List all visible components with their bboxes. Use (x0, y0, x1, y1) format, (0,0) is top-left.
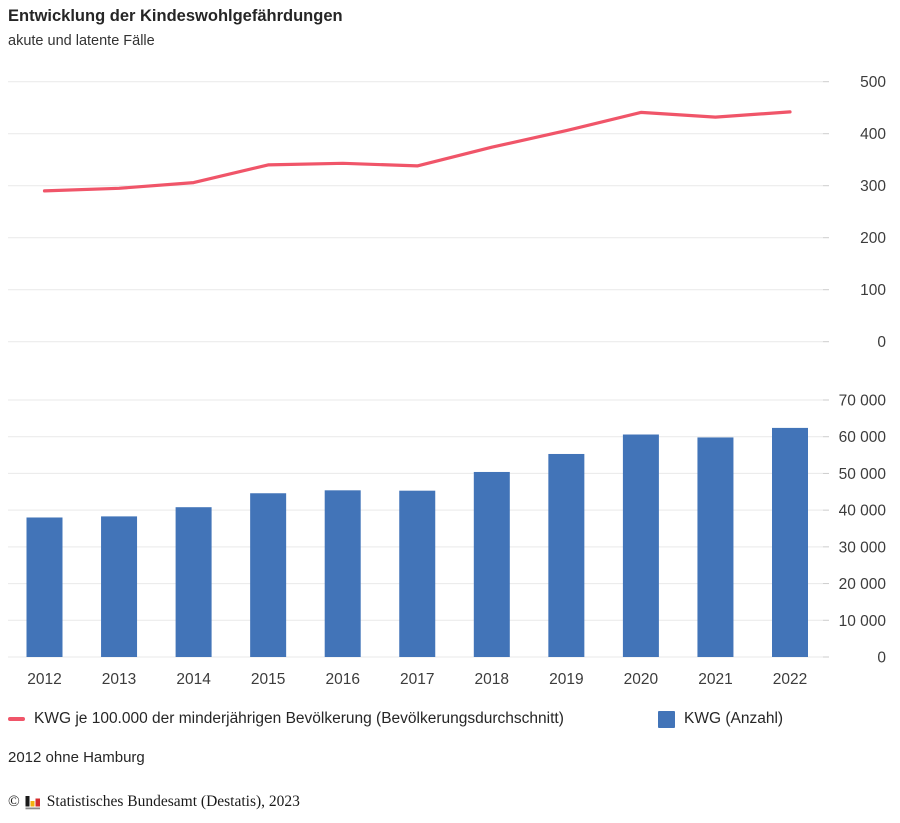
bar (622, 434, 659, 657)
y-axis-tick-label: 10 000 (839, 613, 887, 630)
y-axis-tick-label: 200 (860, 230, 886, 247)
chart-subtitle: akute und latente Fälle (8, 33, 155, 49)
chart-footnote: 2012 ohne Hamburg (8, 749, 145, 766)
source-text: Statistisches Bundesamt (Destatis), 2023 (46, 793, 300, 810)
bar (175, 507, 212, 657)
x-axis-year-label: 2021 (698, 671, 732, 688)
bar (101, 516, 138, 657)
x-axis-year-label: 2013 (102, 671, 136, 688)
bar (548, 453, 585, 657)
legend-label-rate: KWG je 100.000 der minderjährigen Bevölk… (34, 710, 564, 727)
y-axis-tick-label: 60 000 (839, 429, 887, 446)
bar-chart: 70 000 60 000 50 000 40 000 30 000 20 000 10 0… (8, 393, 887, 688)
y-axis-tick-label: 40 000 (839, 503, 887, 520)
chart-legend: KWG je 100.000 der minderjährigen Bevölk… (0, 707, 900, 731)
x-axis-year-label: 2017 (400, 671, 434, 688)
y-axis-tick-label: 100 (860, 282, 886, 299)
bar (26, 517, 63, 657)
bar (250, 493, 287, 657)
x-axis-year-label: 2015 (251, 671, 285, 688)
y-axis-tick-label: 0 (877, 650, 886, 667)
y-axis-tick-label: 400 (860, 126, 886, 143)
y-axis-tick-label: 50 000 (839, 466, 887, 483)
legend-item-rate: KWG je 100.000 der minderjährigen Bevölk… (8, 707, 564, 731)
line-series-swatch-icon (8, 717, 25, 721)
y-axis-tick-label: 0 (877, 334, 886, 351)
legend-label-count: KWG (Anzahl) (684, 710, 784, 727)
x-axis-year-label: 2014 (176, 671, 211, 688)
y-axis-tick-label: 70 000 (839, 393, 887, 410)
y-axis-tick-label: 20 000 (839, 576, 887, 593)
x-axis-year-label: 2016 (325, 671, 359, 688)
y-axis-tick-label: 30 000 (839, 539, 887, 556)
destatis-logo-icon (25, 795, 40, 809)
x-axis-year-label: 2020 (624, 671, 659, 688)
chart-title: Entwicklung der Kindeswohlgefährdungen (8, 7, 343, 25)
source-line: © Statistisches Bundesamt (Destatis), 20… (8, 793, 300, 811)
bar (697, 437, 734, 657)
bar (399, 490, 436, 657)
rate-line-series (42, 110, 792, 193)
x-axis-year-label: 2018 (475, 671, 509, 688)
x-axis-year-label: 2012 (27, 671, 61, 688)
bar (772, 427, 808, 657)
x-axis-year-label: 2022 (773, 671, 807, 688)
line-chart: 500 400 300 200 100 0 (8, 74, 886, 351)
bar (324, 490, 361, 657)
x-axis-year-label: 2019 (549, 671, 583, 688)
y-axis-tick-label: 300 (860, 178, 886, 195)
bar (473, 471, 510, 657)
bar-series-swatch-icon (658, 710, 675, 728)
y-axis-tick-label: 500 (860, 74, 886, 91)
legend-item-count: KWG (Anzahl) (658, 707, 783, 731)
copyright-symbol: © (8, 793, 20, 810)
